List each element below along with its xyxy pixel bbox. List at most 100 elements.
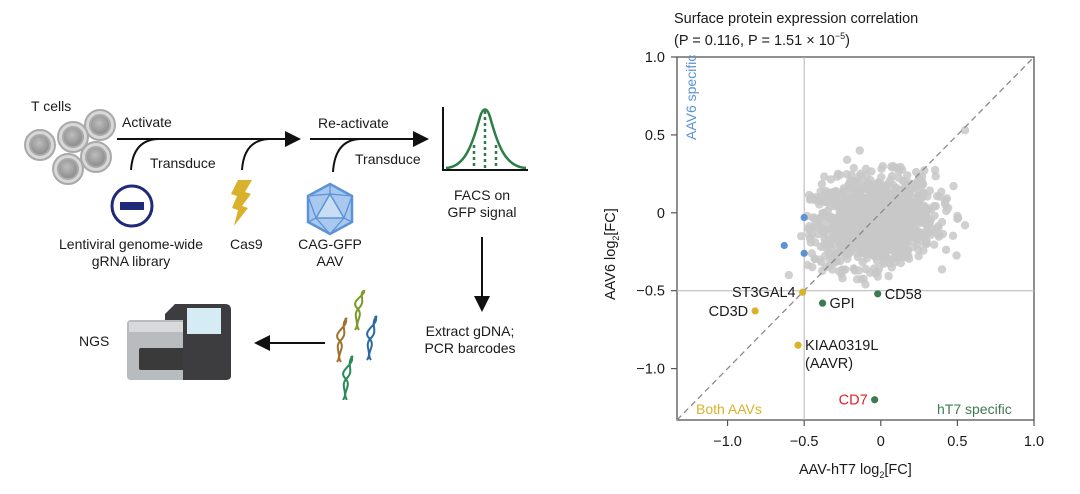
background-point <box>918 216 927 225</box>
background-point <box>888 206 898 215</box>
extract-line1: Extract gDNA; <box>425 323 515 339</box>
background-point <box>952 251 961 260</box>
t-cells-icon <box>24 109 116 185</box>
background-point <box>812 193 821 202</box>
background-point <box>873 272 882 281</box>
workflow-arrows <box>117 131 490 351</box>
identity-diagonal-line <box>676 56 1035 421</box>
transduce-label-1: Transduce <box>150 155 216 171</box>
background-point <box>861 164 871 174</box>
background-point <box>843 254 852 264</box>
background-point <box>920 166 929 175</box>
facs-label: FACS on GFP signal <box>432 187 532 221</box>
x-axis-label-suffix: [FC] <box>884 462 912 478</box>
ht7-specific-label: hT7 specific <box>937 401 1012 417</box>
background-point <box>941 245 951 255</box>
background-point <box>815 255 824 264</box>
background-point <box>820 172 829 181</box>
background-point <box>852 275 862 284</box>
background-point <box>807 249 817 258</box>
background-point <box>888 161 898 171</box>
background-point <box>884 259 894 268</box>
background-point <box>804 230 814 240</box>
aav-line1: CAG-GFP <box>298 236 362 252</box>
background-point <box>828 233 837 242</box>
background-point <box>836 241 845 250</box>
y-axis-label-sub: 2 <box>610 235 621 241</box>
background-point <box>925 186 935 195</box>
y-tick-label: −0.5 <box>636 284 665 300</box>
background-point <box>850 199 859 209</box>
reactivate-label: Re-activate <box>318 115 389 131</box>
lentivirus-icon <box>110 184 154 228</box>
background-point <box>929 201 939 211</box>
aav6-specific-label: AAV6 specific <box>683 54 699 140</box>
x-axis-label-sub: 2 <box>879 469 885 480</box>
lentiviral-line1: Lentiviral genome-wide <box>59 236 203 252</box>
background-point <box>875 185 884 195</box>
x-axis-label: AAV-hT7 log2[FC] <box>799 462 912 484</box>
background-point <box>803 260 812 270</box>
cas9-label: Cas9 <box>230 236 263 252</box>
background-point <box>914 197 924 206</box>
extract-label: Extract gDNA; PCR barcodes <box>410 323 530 357</box>
background-point <box>943 203 953 213</box>
x-tick-label: −0.5 <box>790 434 819 450</box>
background-point <box>855 243 864 252</box>
background-point <box>853 252 863 262</box>
background-point <box>865 195 874 205</box>
background-point <box>903 191 912 200</box>
y-tick-label: −1.0 <box>636 362 665 378</box>
facs-line1: FACS on <box>453 187 511 203</box>
background-point <box>892 222 902 231</box>
background-point <box>849 225 858 235</box>
x-tick-label: −1.0 <box>713 434 742 450</box>
background-point <box>884 271 893 281</box>
background-point <box>874 225 883 234</box>
ngs-sequencer-icon <box>127 304 231 380</box>
highlight-point-kiaa0319l <box>794 341 802 349</box>
background-point <box>784 270 794 280</box>
background-point <box>857 232 866 242</box>
background-point <box>921 228 930 237</box>
highlight-point-aav6_specific <box>800 213 808 222</box>
ngs-label: NGS <box>79 333 110 349</box>
lentiviral-library-label: Lentiviral genome-wide gRNA library <box>36 236 226 270</box>
background-point <box>839 216 848 226</box>
background-point <box>796 231 806 241</box>
lentiviral-line2: gRNA library <box>91 253 171 269</box>
background-point <box>818 222 827 231</box>
background-point <box>855 146 864 155</box>
highlight-point-gpi <box>818 299 827 307</box>
background-point <box>888 245 897 255</box>
background-point <box>840 229 849 238</box>
highlight-point-aav6_specific <box>780 241 788 250</box>
background-point <box>878 204 887 213</box>
background-point <box>841 265 850 274</box>
subtitle-text: (P = 0.116, P = 1.51 × 10 <box>674 32 835 49</box>
background-point <box>865 268 875 277</box>
cas9-lightning-icon <box>231 180 252 226</box>
x-tick-label: 1.0 <box>1024 434 1044 450</box>
background-point <box>878 239 887 249</box>
y-tick-label: 1.0 <box>645 50 665 66</box>
background-point <box>848 213 858 222</box>
point-label-cd58: CD58 <box>885 287 922 303</box>
subtitle-close: ) <box>845 32 850 49</box>
y-axis-label-text: AAV6 log <box>603 240 619 300</box>
transduce-curve-3 <box>332 138 361 173</box>
aav-capsid-icon <box>306 182 354 236</box>
transduce-curve-2 <box>241 138 270 171</box>
background-point <box>809 213 818 222</box>
background-point <box>830 258 839 268</box>
background-point <box>906 219 915 228</box>
background-point <box>817 179 827 189</box>
y-axis-label: AAV6 log2[FC] <box>603 208 625 300</box>
background-point <box>842 155 852 165</box>
background-point <box>903 246 913 255</box>
activate-label: Activate <box>122 114 172 130</box>
highlight-point-aav6_specific <box>800 249 808 257</box>
background-point <box>929 240 939 249</box>
background-point <box>893 234 902 244</box>
